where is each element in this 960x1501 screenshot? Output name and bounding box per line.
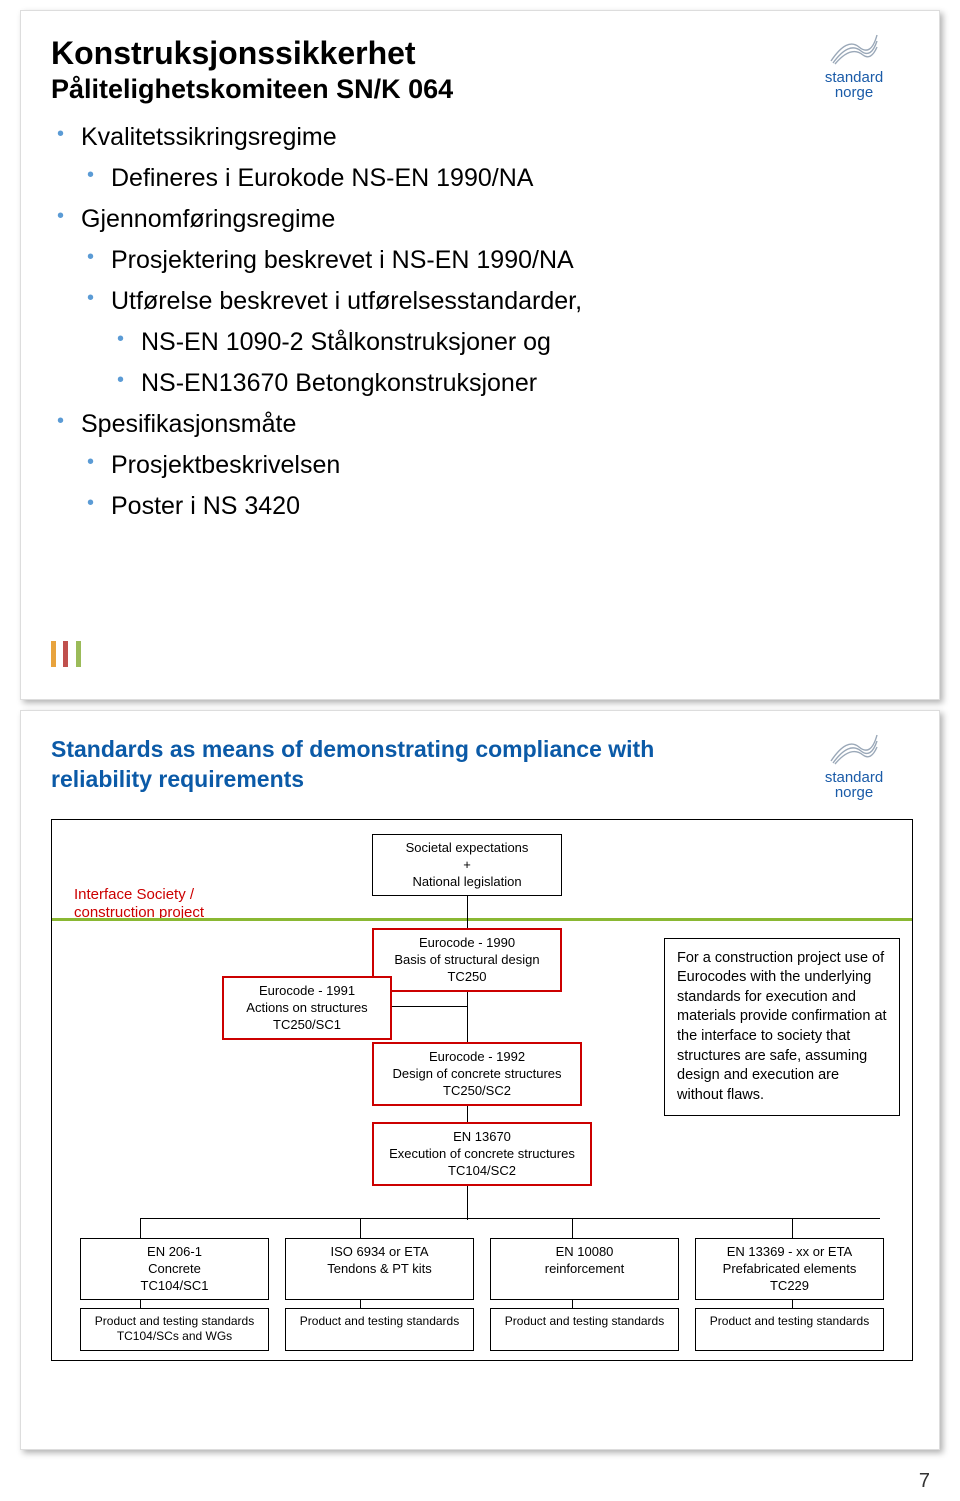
- logo-text-2: norge: [799, 785, 909, 800]
- bullet: NS-EN 1090-2 Stålkonstruksjoner og: [141, 328, 909, 357]
- box-product-4: Product and testing standards: [695, 1308, 884, 1351]
- box-ec1992: Eurocode - 1992Design of concrete struct…: [372, 1042, 582, 1107]
- bullet: Prosjektbeskrivelsen: [111, 451, 909, 480]
- accent-bar: [63, 641, 68, 667]
- title-line-1: Standards as means of demonstrating comp…: [51, 736, 654, 762]
- bullet: Defineres i Eurokode NS-EN 1990/NA: [111, 164, 909, 193]
- diagram-container: Interface Society /construction project …: [51, 819, 913, 1361]
- slide-2: standard norge Standards as means of dem…: [20, 710, 940, 1450]
- slide-1: standard norge Konstruksjonssikkerhet På…: [20, 10, 940, 700]
- green-divider: [52, 918, 912, 921]
- logo-swirl-icon: [829, 731, 879, 765]
- box-en10080: EN 10080reinforcement: [490, 1238, 679, 1301]
- box-ec1991: Eurocode - 1991Actions on structuresTC25…: [222, 976, 392, 1041]
- box-flaws: For a construction project use of Euroco…: [664, 938, 900, 1117]
- box-societal: Societal expectations+National legislati…: [372, 834, 562, 897]
- box-en206: EN 206-1ConcreteTC104/SC1: [80, 1238, 269, 1301]
- accent-bar: [76, 641, 81, 667]
- bullet: Spesifikasjonsmåte: [81, 410, 909, 439]
- box-iso6934: ISO 6934 or ETATendons & PT kits: [285, 1238, 474, 1301]
- logo-text-1: standard: [799, 770, 909, 785]
- accent-bar: [51, 641, 56, 667]
- logo: standard norge: [799, 31, 909, 100]
- bullet: Gjennomføringsregime: [81, 205, 909, 234]
- slide-2-title: Standards as means of demonstrating comp…: [51, 735, 909, 795]
- logo: standard norge: [799, 731, 909, 800]
- box-product-3: Product and testing standards: [490, 1308, 679, 1351]
- title-line-2: reliability requirements: [51, 766, 304, 792]
- slide-1-bullets: Kvalitetssikringsregime Defineres i Euro…: [51, 123, 909, 521]
- connector: [360, 1218, 361, 1238]
- connector: [140, 1218, 880, 1219]
- connector: [572, 1218, 573, 1238]
- accent-bars-icon: [51, 641, 91, 675]
- row-standards-2: Product and testing standardsTC104/SCs a…: [72, 1308, 892, 1351]
- bullet: NS-EN13670 Betongkonstruksjoner: [141, 369, 909, 398]
- connector: [792, 1218, 793, 1238]
- interface-label: Interface Society /construction project: [74, 886, 204, 922]
- logo-swirl-icon: [829, 31, 879, 65]
- bullet: Prosjektering beskrevet i NS-EN 1990/NA: [111, 246, 909, 275]
- bullet: Kvalitetssikringsregime: [81, 123, 909, 152]
- logo-text-1: standard: [799, 70, 909, 85]
- box-product-2: Product and testing standards: [285, 1308, 474, 1351]
- bullet: Poster i NS 3420: [111, 492, 909, 521]
- logo-text-2: norge: [799, 85, 909, 100]
- box-en13670: EN 13670Execution of concrete structures…: [372, 1122, 592, 1187]
- box-en13369: EN 13369 - xx or ETAPrefabricated elemen…: [695, 1238, 884, 1301]
- slide-1-subtitle: Pålitelighetskomiteen SN/K 064: [51, 74, 909, 105]
- connector: [140, 1218, 141, 1238]
- page-number: 7: [919, 1470, 930, 1493]
- bullet: Utførelse beskrevet i utførelsesstandard…: [111, 287, 909, 316]
- box-ec1990: Eurocode - 1990Basis of structural desig…: [372, 928, 562, 993]
- slide-1-title: Konstruksjonssikkerhet: [51, 35, 909, 72]
- row-standards-1: EN 206-1ConcreteTC104/SC1 ISO 6934 or ET…: [72, 1238, 892, 1301]
- box-product-1: Product and testing standardsTC104/SCs a…: [80, 1308, 269, 1351]
